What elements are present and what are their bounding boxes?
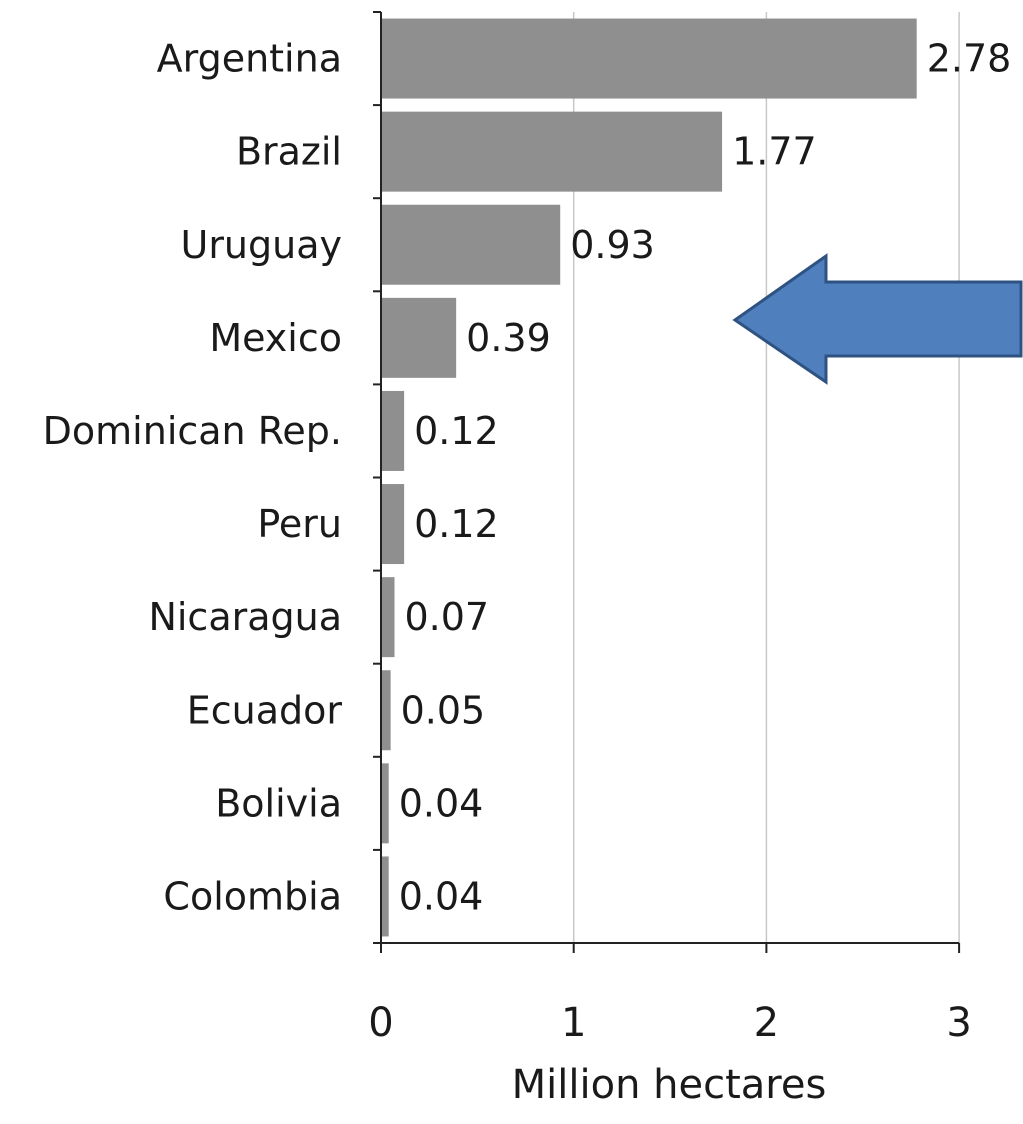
- category-label-5: Peru: [257, 502, 342, 546]
- bar-2: [381, 204, 561, 285]
- bar-4: [381, 390, 405, 471]
- category-label-9: Colombia: [163, 874, 342, 918]
- x-tick-label-2: 2: [754, 1000, 779, 1046]
- category-labels: Argentina Brazil Uruguay Mexico Dominican Re…: [43, 37, 343, 919]
- axes-group: [373, 11, 961, 953]
- bar-6: [381, 577, 395, 658]
- value-label-5: 0.12: [414, 502, 499, 546]
- x-axis-label: Million hectares: [512, 1062, 827, 1108]
- bar-8: [381, 763, 389, 844]
- category-label-2: Uruguay: [181, 223, 343, 267]
- bars-group: [381, 18, 917, 937]
- value-label-0: 2.78: [927, 37, 1012, 81]
- value-label-2: 0.93: [570, 223, 655, 267]
- value-label-6: 0.07: [404, 595, 489, 639]
- category-label-4: Dominican Rep.: [43, 409, 342, 453]
- value-label-9: 0.04: [399, 874, 484, 918]
- bar-1: [381, 111, 723, 192]
- bar-7: [381, 670, 391, 751]
- category-label-3: Mexico: [209, 316, 342, 360]
- x-tick-label-0: 0: [368, 1000, 393, 1046]
- x-tick-label-3: 3: [946, 1000, 971, 1046]
- category-label-7: Ecuador: [187, 688, 343, 732]
- bar-0: [381, 18, 917, 99]
- x-tick-label-1: 1: [561, 1000, 586, 1046]
- value-label-4: 0.12: [414, 409, 499, 453]
- bar-9: [381, 856, 389, 937]
- value-label-7: 0.05: [401, 688, 486, 732]
- category-label-6: Nicaragua: [148, 595, 342, 639]
- value-label-1: 1.77: [732, 130, 817, 174]
- category-label-1: Brazil: [236, 130, 342, 174]
- value-labels: 2.78 1.77 0.93 0.39 0.12 0.12 0.07 0.05 0.04 0.04: [399, 37, 1012, 919]
- arrow-annotation: [732, 253, 1023, 385]
- value-label-8: 0.04: [399, 781, 484, 825]
- value-label-3: 0.39: [466, 316, 551, 360]
- bar-3: [381, 297, 457, 378]
- category-label-0: Argentina: [157, 37, 342, 81]
- tick-labels: 0 1 2 3: [368, 1000, 972, 1046]
- bar-5: [381, 484, 405, 565]
- category-label-8: Bolivia: [215, 781, 342, 825]
